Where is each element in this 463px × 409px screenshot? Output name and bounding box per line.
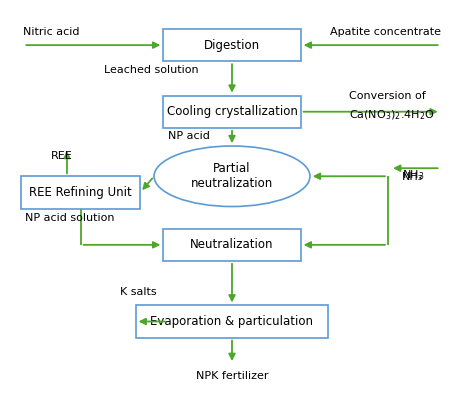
FancyBboxPatch shape [163, 96, 300, 128]
Text: Leached solution: Leached solution [103, 65, 198, 75]
Text: K salts: K salts [119, 287, 156, 297]
Text: NH$_3$: NH$_3$ [401, 169, 423, 182]
Text: Nitric acid: Nitric acid [23, 27, 80, 37]
Text: Conversion of: Conversion of [348, 91, 425, 101]
FancyBboxPatch shape [163, 29, 300, 61]
FancyBboxPatch shape [163, 229, 300, 261]
Text: Cooling crystallization: Cooling crystallization [166, 105, 297, 118]
FancyBboxPatch shape [21, 176, 140, 209]
Text: NH₃: NH₃ [401, 172, 422, 182]
Text: REE: REE [51, 151, 73, 161]
Text: Partial
neutralization: Partial neutralization [190, 162, 273, 190]
Text: Ca(NO$_3$)$_2$.4H$_2$O: Ca(NO$_3$)$_2$.4H$_2$O [348, 108, 433, 122]
FancyBboxPatch shape [136, 306, 327, 338]
Text: NP acid: NP acid [168, 131, 209, 141]
Text: NP acid solution: NP acid solution [25, 213, 114, 223]
Text: NPK fertilizer: NPK fertilizer [195, 371, 268, 381]
Text: Evaporation & particulation: Evaporation & particulation [150, 315, 313, 328]
Text: Digestion: Digestion [204, 38, 259, 52]
Ellipse shape [154, 146, 309, 207]
Text: Neutralization: Neutralization [190, 238, 273, 252]
Text: REE Refining Unit: REE Refining Unit [29, 186, 132, 199]
Text: Apatite concentrate: Apatite concentrate [329, 27, 440, 37]
